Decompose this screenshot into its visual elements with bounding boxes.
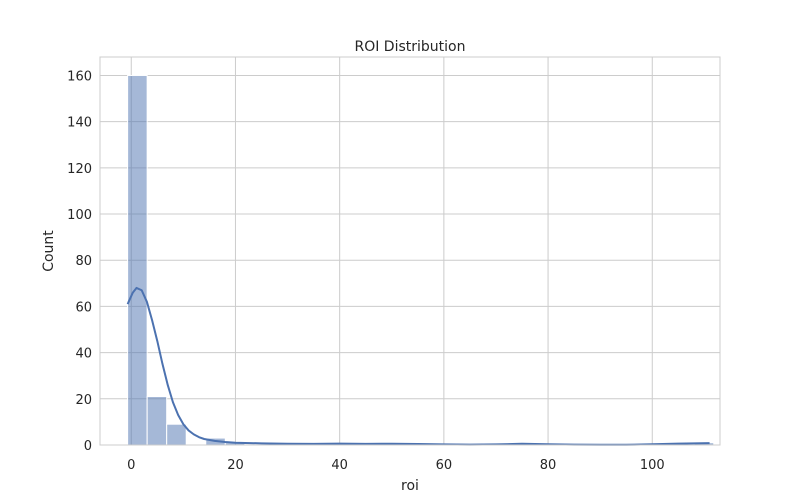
kde-line	[126, 286, 710, 446]
histogram-bar	[127, 74, 148, 446]
y-tick-label: 20	[75, 393, 92, 408]
x-tick-label: 0	[127, 458, 135, 473]
y-axis-label: Count	[41, 230, 57, 272]
y-tick-label: 100	[67, 208, 92, 223]
y-tick-label: 120	[67, 162, 92, 177]
y-tick-label: 40	[75, 347, 92, 362]
y-tick-label: 60	[75, 300, 92, 315]
chart-title: ROI Distribution	[354, 39, 465, 55]
y-tick-label: 0	[84, 439, 92, 454]
grid-lines	[100, 57, 720, 446]
histogram-bars	[127, 74, 715, 446]
y-tick-label: 80	[75, 254, 92, 269]
x-tick-label: 40	[331, 458, 348, 473]
x-tick-label: 80	[540, 458, 557, 473]
histogram-bar	[166, 423, 187, 446]
x-axis-label: roi	[401, 478, 419, 494]
x-tick-labels: 0 20 40 60 80 100	[127, 458, 665, 473]
histogram-bar	[146, 396, 168, 446]
plot-frame	[99, 56, 721, 446]
y-tick-labels: 0 20 40 60 80 100 120 140 160	[67, 69, 92, 454]
x-tick-label: 20	[227, 458, 244, 473]
x-tick-label: 100	[640, 458, 665, 473]
y-tick-label: 140	[67, 116, 92, 131]
kde-layer	[126, 286, 710, 446]
y-tick-label: 160	[67, 69, 92, 84]
x-tick-label: 60	[436, 458, 453, 473]
